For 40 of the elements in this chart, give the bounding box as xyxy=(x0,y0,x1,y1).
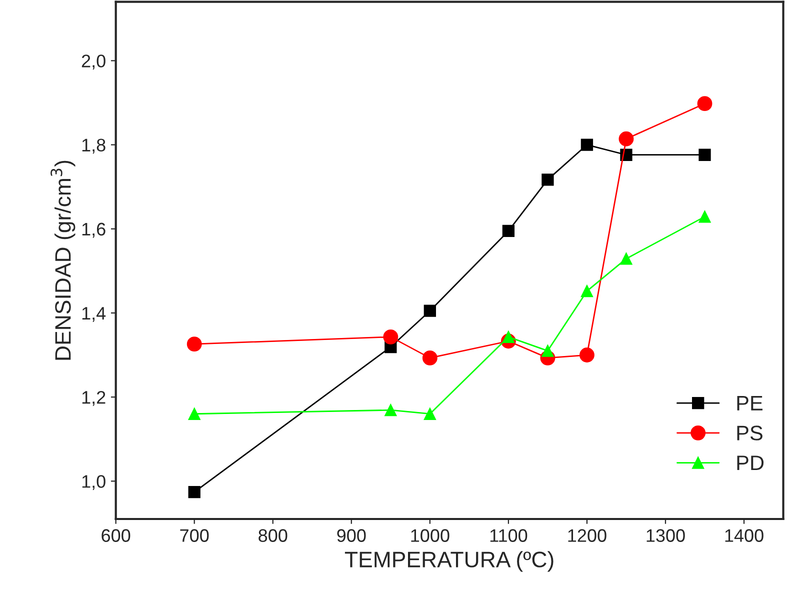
point xyxy=(580,138,594,151)
point xyxy=(542,344,554,357)
point xyxy=(580,348,594,362)
x-tick-label: 1100 xyxy=(490,529,528,542)
x-tick-label: 900 xyxy=(337,529,366,542)
point xyxy=(188,408,200,420)
x-axis-title: TEMPERATURA (ºC) xyxy=(344,551,554,572)
point xyxy=(620,252,632,265)
y-tick-label: 2,0 xyxy=(82,54,106,70)
x-tick-label: 1300 xyxy=(646,529,685,542)
point xyxy=(698,148,711,161)
point xyxy=(186,336,202,352)
point xyxy=(502,224,515,238)
x-tick-label: 1000 xyxy=(411,529,450,542)
point xyxy=(502,330,515,343)
point xyxy=(698,210,711,223)
point xyxy=(697,96,712,112)
point xyxy=(383,329,398,344)
y-tick-label: 1,4 xyxy=(82,307,106,322)
legend-label: PS xyxy=(737,426,762,440)
x-tick-label: 1200 xyxy=(568,529,606,542)
point xyxy=(424,408,436,420)
x-tick-label: 700 xyxy=(180,529,209,542)
point xyxy=(542,174,554,186)
legend-label: PE xyxy=(737,396,762,410)
x-tick-label: 600 xyxy=(102,529,130,542)
y-tick-label: 1,8 xyxy=(82,138,106,154)
point xyxy=(384,404,397,416)
x-tick-label: 800 xyxy=(258,529,288,542)
point xyxy=(422,350,438,366)
y-tick-label: 1,0 xyxy=(82,475,106,490)
legend-label: PD xyxy=(737,456,764,470)
y-tick-label: 1,2 xyxy=(82,390,106,406)
point xyxy=(188,486,200,498)
point xyxy=(618,131,634,146)
point xyxy=(424,304,436,317)
x-tick-label: 1400 xyxy=(725,529,764,542)
y-tick-label: 1,6 xyxy=(82,222,106,238)
y-axis-title: DENSIDAD (gr/cm$^{3}$) xyxy=(50,160,76,360)
point xyxy=(580,285,594,298)
